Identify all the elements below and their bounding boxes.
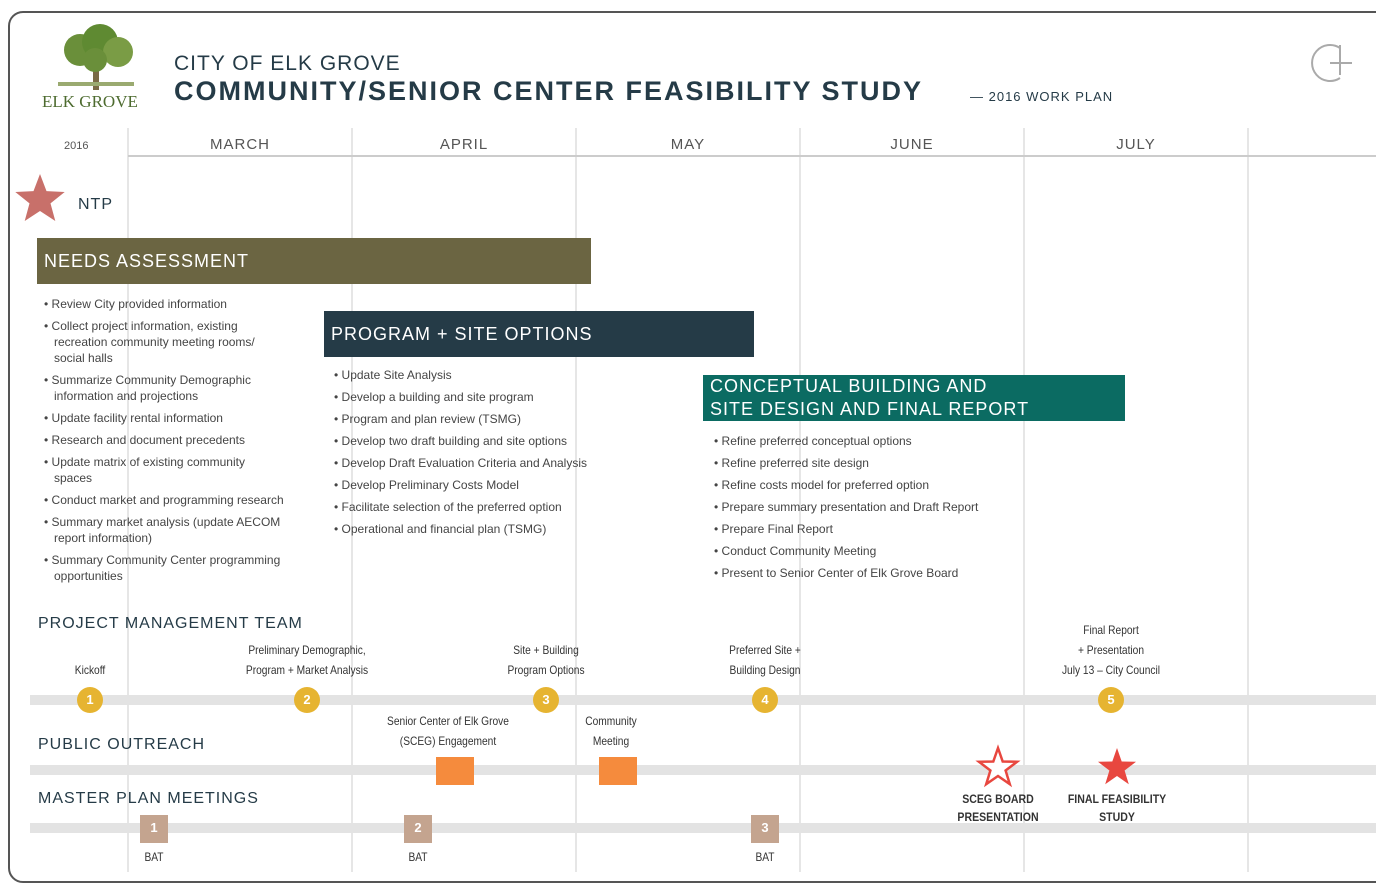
logo-text: ELK GROVE: [42, 92, 138, 111]
title: COMMUNITY/SENIOR CENTER FEASIBILITY STUD…: [174, 76, 924, 106]
meeting-label: BAT: [408, 850, 428, 864]
task: Update matrix of existing community spac…: [44, 454, 284, 486]
month-label: JULY: [1116, 136, 1156, 153]
task: Develop a building and site program: [334, 389, 634, 405]
milestone-label: Program Options: [507, 663, 585, 677]
milestone: [752, 687, 778, 713]
meeting-number: 2: [414, 820, 422, 835]
task: Refine preferred site design: [714, 455, 1034, 471]
milestone-number: 5: [1107, 692, 1115, 707]
event-label: Meeting: [592, 734, 630, 748]
ntp-star: [15, 174, 65, 221]
milestone-label: Building Design: [729, 663, 801, 677]
task: Update facility rental information: [44, 410, 284, 426]
task: Summarize Community Demographic informat…: [44, 372, 284, 404]
meeting: [404, 815, 432, 843]
deliverable-label: SCEG BOARD: [962, 792, 1034, 806]
task: Research and document precedents: [44, 432, 284, 448]
meeting-number: 3: [761, 820, 769, 835]
frame: [8, 11, 1376, 883]
task: Develop two draft building and site opti…: [334, 433, 634, 449]
task: Operational and financial plan (TSMG): [334, 521, 634, 537]
logo-tree: [58, 24, 134, 90]
task-list: Update Site Analysis Develop a building a…: [334, 367, 634, 543]
milestone-number: 3: [542, 692, 550, 707]
deliverable-label: STUDY: [1099, 810, 1135, 824]
task-list: Refine preferred conceptual options Refin…: [714, 433, 1034, 587]
task: Develop Preliminary Costs Model: [334, 477, 634, 493]
task: Develop Draft Evaluation Criteria and An…: [334, 455, 634, 471]
track-band: [30, 695, 1376, 705]
milestone: [533, 687, 559, 713]
task: Summary Community Center programming opp…: [44, 552, 284, 584]
month-label: JUNE: [890, 136, 934, 153]
task: Conduct market and programming research: [44, 492, 284, 508]
year: 2016: [64, 140, 89, 152]
task: Summary market analysis (update AECOM re…: [44, 514, 284, 546]
milestone-label: Kickoff: [74, 663, 106, 677]
milestone-label: Final Report: [1083, 623, 1139, 637]
milestone-label: Preferred Site +: [729, 643, 801, 657]
milestone: [1098, 687, 1124, 713]
event-label: Community: [585, 714, 637, 728]
corner-logo: [1311, 44, 1352, 82]
milestone-number: 4: [761, 692, 769, 707]
task: Prepare Final Report: [714, 521, 1034, 537]
meeting-label: BAT: [755, 850, 775, 864]
task: Refine preferred conceptual options: [714, 433, 1034, 449]
milestone-label: Site + Building: [513, 643, 579, 657]
milestone-label: Preliminary Demographic,: [248, 643, 366, 657]
task: Review City provided information: [44, 296, 284, 312]
deliverable-label: PRESENTATION: [957, 810, 1039, 824]
subtitle: — 2016 WORK PLAN: [970, 89, 1114, 104]
milestone-label: + Presentation: [1077, 643, 1145, 657]
task: Refine costs model for preferred option: [714, 477, 1034, 493]
track-label: MASTER PLAN MEETINGS: [38, 790, 259, 807]
phase-title: CONCEPTUAL BUILDING AND: [710, 376, 988, 396]
track-band: [30, 765, 1376, 775]
phase-title: NEEDS ASSESSMENT: [44, 250, 250, 271]
deliverable-star-outline: [975, 744, 1021, 788]
task: Collect project information, existing re…: [44, 318, 284, 366]
deliverable-star-filled: [1098, 748, 1136, 785]
milestone-label: Program + Market Analysis: [245, 663, 369, 677]
phase-title: SITE DESIGN AND FINAL REPORT: [710, 399, 1030, 419]
phase-banner: CONCEPTUAL BUILDING AND SITE DESIGN AND F…: [703, 375, 1125, 421]
event-label: Senior Center of Elk Grove: [387, 714, 509, 728]
task: Program and plan review (TSMG): [334, 411, 634, 427]
task: Update Site Analysis: [334, 367, 634, 383]
milestone-label: July 13 – City Council: [1061, 663, 1161, 677]
track-shapes: [15, 174, 1376, 843]
milestone: [77, 687, 103, 713]
meeting: [751, 815, 779, 843]
track-band: [30, 823, 1376, 833]
event-label: (SCEG) Engagement: [399, 734, 497, 748]
org-name: CITY OF ELK GROVE: [174, 52, 401, 75]
phase-banner: NEEDS ASSESSMENT: [37, 238, 591, 284]
phase-title: PROGRAM + SITE OPTIONS: [331, 323, 593, 344]
meeting-number: 1: [150, 820, 158, 835]
phase-banner: PROGRAM + SITE OPTIONS: [324, 311, 754, 357]
track-label: PROJECT MANAGEMENT TEAM: [38, 615, 303, 632]
deliverable-label: FINAL FEASIBILITY: [1067, 792, 1167, 806]
milestone-number: 1: [86, 692, 94, 707]
ntp-label: NTP: [78, 196, 113, 213]
meeting: [140, 815, 168, 843]
month-label: APRIL: [439, 136, 489, 153]
milestone-number: 2: [303, 692, 311, 707]
task: Facilitate selection of the preferred op…: [334, 499, 634, 515]
meeting-label: BAT: [144, 850, 164, 864]
month-label: MARCH: [210, 136, 270, 153]
task: Prepare summary presentation and Draft R…: [714, 499, 1034, 515]
task: Present to Senior Center of Elk Grove Bo…: [714, 565, 1034, 581]
month-label: MAY: [670, 136, 706, 153]
task-list: Review City provided information Collect …: [44, 296, 284, 590]
outreach-event: [436, 757, 474, 785]
task: Conduct Community Meeting: [714, 543, 1034, 559]
track-label: PUBLIC OUTREACH: [38, 736, 206, 753]
milestone: [294, 687, 320, 713]
outreach-event: [599, 757, 637, 785]
